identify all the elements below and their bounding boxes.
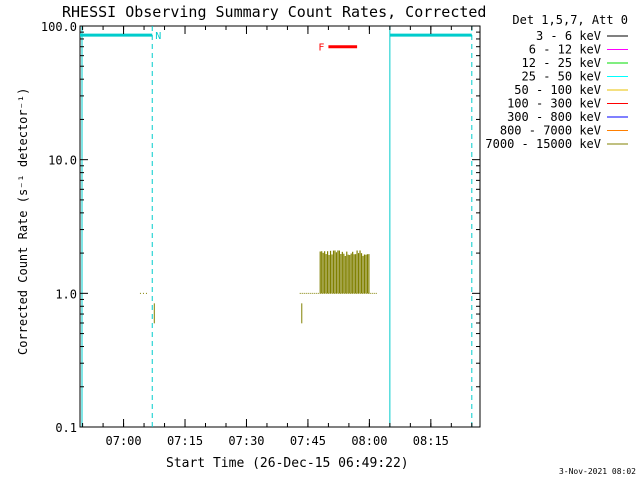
plot-frame	[79, 25, 481, 428]
y-tick-label: 100.0	[41, 20, 77, 34]
legend-label: 25 - 50 keV	[522, 70, 601, 84]
x-axis-label: Start Time (26-Dec-15 06:49:22)	[166, 456, 409, 471]
legend-label: 12 - 25 keV	[522, 56, 601, 70]
x-tick-label: 08:15	[413, 434, 449, 448]
legend-label: 3 - 6 keV	[536, 29, 601, 43]
x-tick-label: 08:00	[351, 434, 387, 448]
legend-label: 7000 - 15000 keV	[485, 137, 601, 151]
annotation-label: N	[155, 31, 161, 42]
chart-title: RHESSI Observing Summary Count Rates, Co…	[62, 3, 486, 21]
x-tick-label: 07:45	[290, 434, 326, 448]
annotation-bars: NF	[80, 31, 472, 54]
x-tick-label: 07:30	[228, 434, 264, 448]
annotation-label: F	[318, 43, 324, 54]
x-tick-label: 07:00	[106, 434, 142, 448]
count-rate-series	[139, 250, 378, 324]
legend-title: Det 1,5,7, Att 0	[512, 13, 628, 27]
x-tick-label: 07:15	[167, 434, 203, 448]
legend-label: 50 - 100 keV	[514, 83, 601, 97]
legend-label: 800 - 7000 keV	[500, 124, 601, 138]
y-axis-label: Corrected Count Rate (s⁻¹ detector⁻¹)	[16, 88, 30, 355]
y-tick-label: 1.0	[55, 287, 77, 301]
legend-label: 100 - 300 keV	[507, 97, 601, 111]
footer-date: 3-Nov-2021 08:02	[559, 467, 636, 476]
y-tick-label: 10.0	[48, 154, 77, 168]
y-tick-label: 0.1	[55, 421, 77, 435]
axes: 0.1 1.0 10.0 100.0 07:00 07:15 07:30 07:45 08:00…	[41, 20, 480, 448]
legend-label: 300 - 800 keV	[507, 110, 601, 124]
data-interval-boundaries	[81, 26, 473, 427]
legend-label: 6 - 12 keV	[529, 43, 601, 57]
